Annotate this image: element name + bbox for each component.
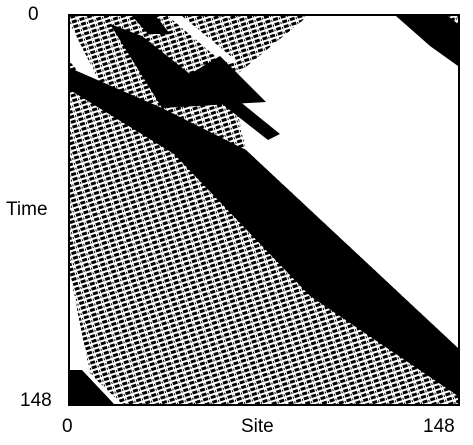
y-tick-148: 148: [20, 390, 52, 411]
black-domain-main-diagonal: [70, 68, 458, 396]
white-domain-bottom-sliver: [84, 368, 122, 404]
x-axis-label: Site: [241, 416, 274, 437]
white-domain-large-right: [230, 16, 458, 348]
x-tick-0: 0: [62, 416, 73, 437]
y-axis-label: Time: [6, 199, 48, 220]
spacetime-diagram: [68, 14, 460, 406]
black-domain-small-notch: [222, 100, 280, 140]
black-domain-bottom-left: [70, 370, 114, 404]
white-domain-top-strip: [168, 16, 238, 62]
spacetime-pattern: [70, 16, 458, 404]
y-tick-0: 0: [28, 4, 39, 25]
black-domain-upper-band: [110, 24, 266, 108]
black-domain-top-wedge: [132, 16, 170, 34]
black-domain-top-right: [396, 16, 458, 66]
x-tick-148: 148: [423, 416, 455, 437]
